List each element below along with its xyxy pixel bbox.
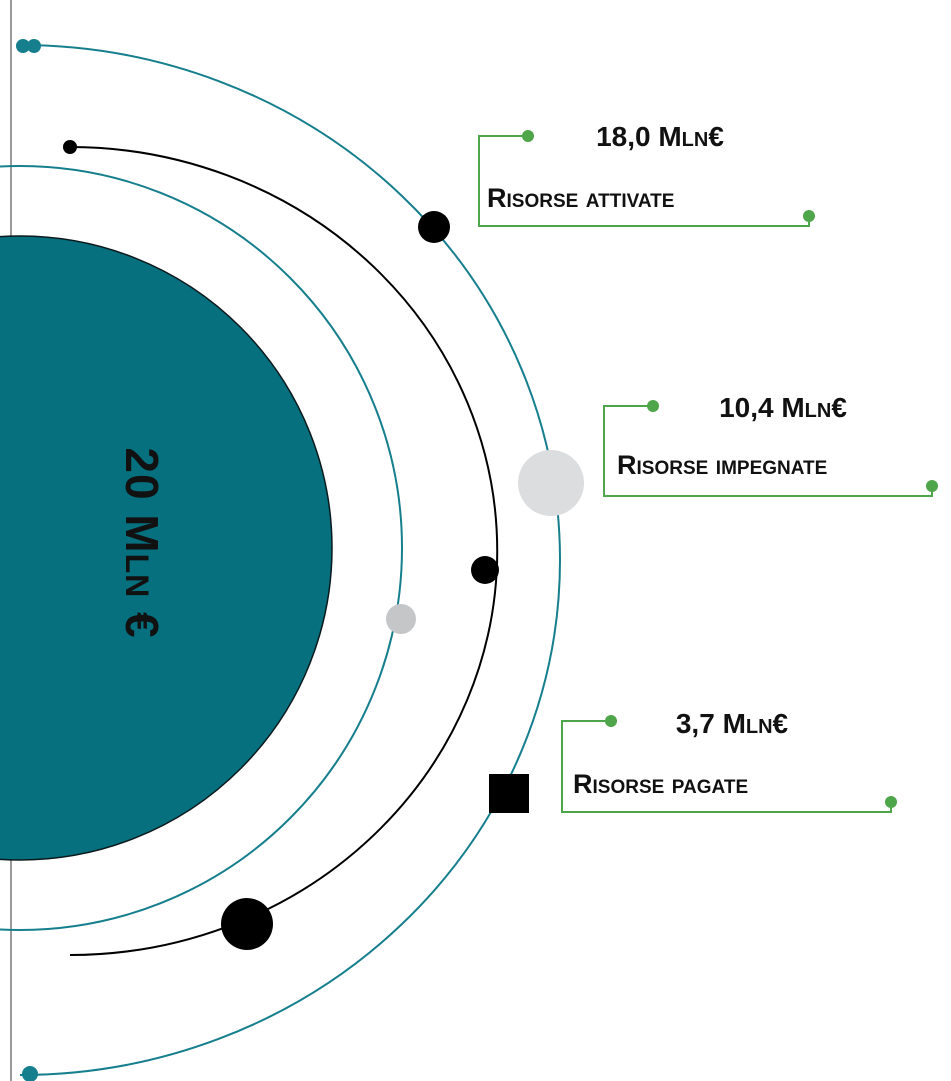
black-orbit	[69, 146, 499, 956]
callout-dot-end	[885, 796, 897, 808]
callout-bracket	[603, 405, 933, 497]
callout-label: Risorse impegnate	[617, 450, 827, 480]
callout-dot-end	[926, 480, 938, 492]
planet-black-square	[489, 774, 529, 813]
outer-orbit-end-dot	[22, 1066, 38, 1081]
planet-black-middle	[471, 556, 499, 584]
callout-dot-start	[647, 400, 659, 412]
callout-bracket	[561, 720, 892, 813]
callout-dot-start	[522, 130, 534, 142]
outer-orbit-start-dot-2	[27, 39, 41, 53]
outer-teal-orbit	[19, 44, 561, 1076]
planet-black-lower	[221, 898, 273, 950]
planet-gray-small	[386, 604, 416, 634]
black-orbit-start-dot	[63, 140, 77, 154]
callout-attivate: 18,0 Mln€ Risorse attivate	[478, 121, 815, 227]
planet-gray-large	[518, 450, 584, 516]
callout-bracket	[478, 135, 810, 227]
callout-impegnate: 10,4 Mln€ Risorse impegnate	[603, 392, 938, 497]
outer-orbit-start-dot	[16, 39, 30, 53]
callout-value: 10,4 Mln€	[719, 392, 847, 423]
callout-dot-end	[803, 210, 815, 222]
callout-label: Risorse pagate	[573, 769, 748, 799]
center-total-label: 20 Mln €	[116, 447, 168, 638]
planet-black-upper	[418, 211, 450, 243]
inner-teal-orbit	[0, 165, 403, 931]
callout-value: 18,0 Mln€	[596, 121, 724, 152]
callout-value: 3,7 Mln€	[676, 708, 789, 739]
central-disc	[0, 235, 333, 861]
callout-pagate: 3,7 Mln€ Risorse pagate	[561, 708, 897, 813]
callout-label: Risorse attivate	[487, 183, 674, 213]
callout-dot-start	[605, 715, 617, 727]
